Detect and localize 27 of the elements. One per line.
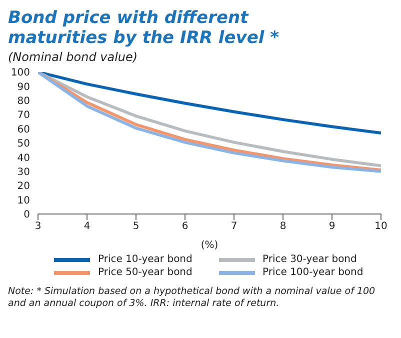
y-tick-label: 0 <box>24 210 30 221</box>
y-tick-label: 50 <box>17 138 30 150</box>
legend-label: Price 100-year bond <box>262 267 364 278</box>
y-tick-label: 90 <box>17 82 30 93</box>
x-tick-label: 9 <box>328 221 336 232</box>
y-tick-label: 60 <box>17 124 30 136</box>
legend-label: Price 30-year bond <box>262 254 357 265</box>
legend-label: Price 50-year bond <box>98 267 192 278</box>
y-tick-label: 80 <box>17 96 30 107</box>
x-tick-label: 7 <box>230 221 238 232</box>
legend-label: Price 10-year bond <box>98 254 192 265</box>
x-tick-label: 3 <box>34 221 42 232</box>
y-tick-label: 100 <box>10 68 30 79</box>
y-tick-label: 20 <box>17 181 30 192</box>
chart-title: Bond price with different maturities by the IRR level * <box>8 8 280 48</box>
y-tick-label: 30 <box>17 166 30 178</box>
x-tick-label: 4 <box>84 221 90 232</box>
x-tick-label: 6 <box>182 221 188 232</box>
x-axis-title: (%) <box>200 240 218 251</box>
y-tick-label: 40 <box>17 152 30 164</box>
y-tick-label: 10 <box>17 195 30 206</box>
y-tick-label: 70 <box>17 110 30 122</box>
text: Note: * Simulation based on a hypothetical bond with a nominal value of 100 and an annual coupon of 3%. IRR: internal rate of return. <box>8 286 376 310</box>
x-tick-label: 5 <box>132 221 140 232</box>
x-tick-label: 10 <box>374 221 388 232</box>
chart-subtitle: (Nominal bond value) <box>8 50 139 64</box>
x-tick-label: 8 <box>280 221 286 232</box>
